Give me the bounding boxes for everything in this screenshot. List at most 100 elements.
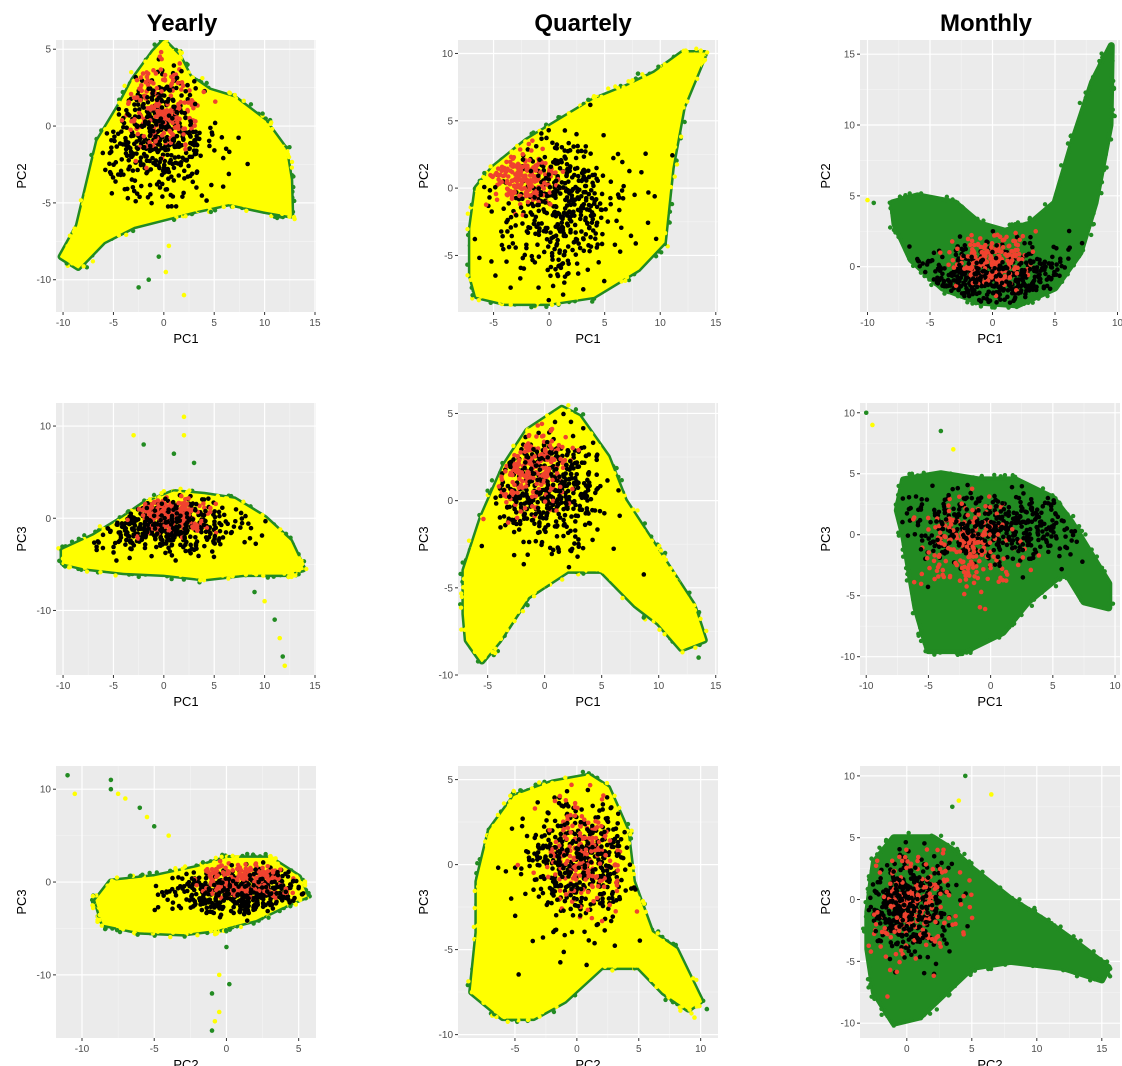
edge-point — [469, 285, 474, 290]
red-point — [159, 89, 164, 94]
black-point — [132, 107, 138, 113]
black-point — [176, 515, 181, 521]
black-point — [572, 222, 578, 228]
red-point — [199, 518, 204, 524]
black-point — [538, 192, 544, 198]
black-point — [108, 528, 113, 534]
black-point — [536, 430, 541, 436]
black-point — [498, 525, 503, 530]
edge-point — [158, 40, 164, 43]
black-point — [141, 139, 147, 145]
black-point — [941, 278, 947, 284]
red-point — [159, 508, 165, 514]
black-point — [555, 462, 561, 467]
edge-point — [508, 302, 513, 307]
black-point — [931, 277, 937, 282]
red-point — [1011, 238, 1016, 244]
black-point — [180, 194, 185, 199]
black-point — [1066, 256, 1071, 261]
black-point — [531, 221, 537, 227]
black-point — [541, 168, 547, 173]
edge-point — [152, 42, 157, 47]
edge-point — [667, 209, 673, 214]
edge-point — [687, 590, 692, 595]
red-point — [1019, 257, 1025, 262]
edge-point — [200, 76, 205, 81]
black-point — [184, 511, 190, 516]
black-point — [627, 168, 632, 174]
red-point — [144, 74, 150, 80]
red-point — [532, 179, 538, 184]
black-point — [581, 445, 587, 450]
black-point — [548, 273, 553, 279]
black-point — [508, 285, 513, 290]
x-tick-label: -10 — [860, 318, 875, 329]
black-point — [193, 534, 198, 540]
black-point — [1033, 287, 1039, 293]
black-point — [525, 455, 531, 460]
black-point — [212, 514, 218, 520]
black-point — [568, 202, 574, 208]
black-point — [569, 196, 575, 202]
red-point — [523, 190, 529, 195]
black-point — [538, 490, 543, 495]
black-point — [608, 201, 614, 207]
red-point — [162, 78, 168, 83]
red-point — [144, 70, 149, 75]
edge-point — [556, 301, 561, 307]
black-point — [574, 186, 580, 191]
black-point — [216, 538, 221, 544]
black-point — [535, 530, 541, 536]
black-point — [670, 153, 675, 158]
black-point — [562, 206, 568, 211]
black-point — [144, 154, 149, 159]
black-point — [573, 513, 579, 519]
red-point — [540, 146, 545, 152]
black-point — [1038, 261, 1044, 267]
edge-point — [704, 628, 709, 634]
edge-point — [896, 530, 901, 535]
black-point — [568, 419, 574, 425]
edge-point — [198, 578, 203, 583]
black-point — [565, 258, 571, 264]
red-point — [138, 75, 144, 80]
red-point — [539, 421, 545, 427]
edge-point — [1077, 100, 1083, 106]
black-point — [148, 167, 154, 172]
black-point — [621, 183, 626, 189]
edge-point — [221, 204, 226, 210]
black-point — [162, 515, 167, 521]
red-point — [176, 101, 181, 107]
black-point — [524, 487, 529, 493]
column-title-quartely: Quartely — [534, 10, 632, 37]
red-point — [159, 133, 165, 138]
x-tick-label: 10 — [653, 681, 665, 692]
black-point — [1023, 291, 1028, 297]
black-point — [994, 300, 999, 305]
red-point — [181, 126, 186, 132]
black-point — [166, 113, 172, 118]
edge-point — [998, 474, 1003, 479]
black-point — [546, 172, 552, 177]
black-point — [617, 207, 622, 213]
black-point — [940, 283, 945, 289]
black-point — [536, 254, 542, 260]
black-point — [523, 213, 529, 219]
black-point — [583, 453, 589, 459]
black-point — [585, 267, 591, 273]
edge-point — [1061, 574, 1066, 580]
red-point — [946, 262, 951, 268]
black-point — [586, 480, 592, 485]
edge-point — [978, 304, 984, 309]
black-point — [1027, 266, 1033, 272]
black-point — [520, 221, 525, 226]
points — [465, 46, 710, 310]
black-point — [172, 155, 178, 160]
red-point — [515, 453, 521, 459]
black-point — [583, 183, 589, 189]
black-point — [564, 452, 570, 458]
black-point — [188, 534, 193, 540]
red-point — [542, 446, 548, 452]
edge-point — [1090, 222, 1096, 227]
red-point — [140, 71, 146, 76]
